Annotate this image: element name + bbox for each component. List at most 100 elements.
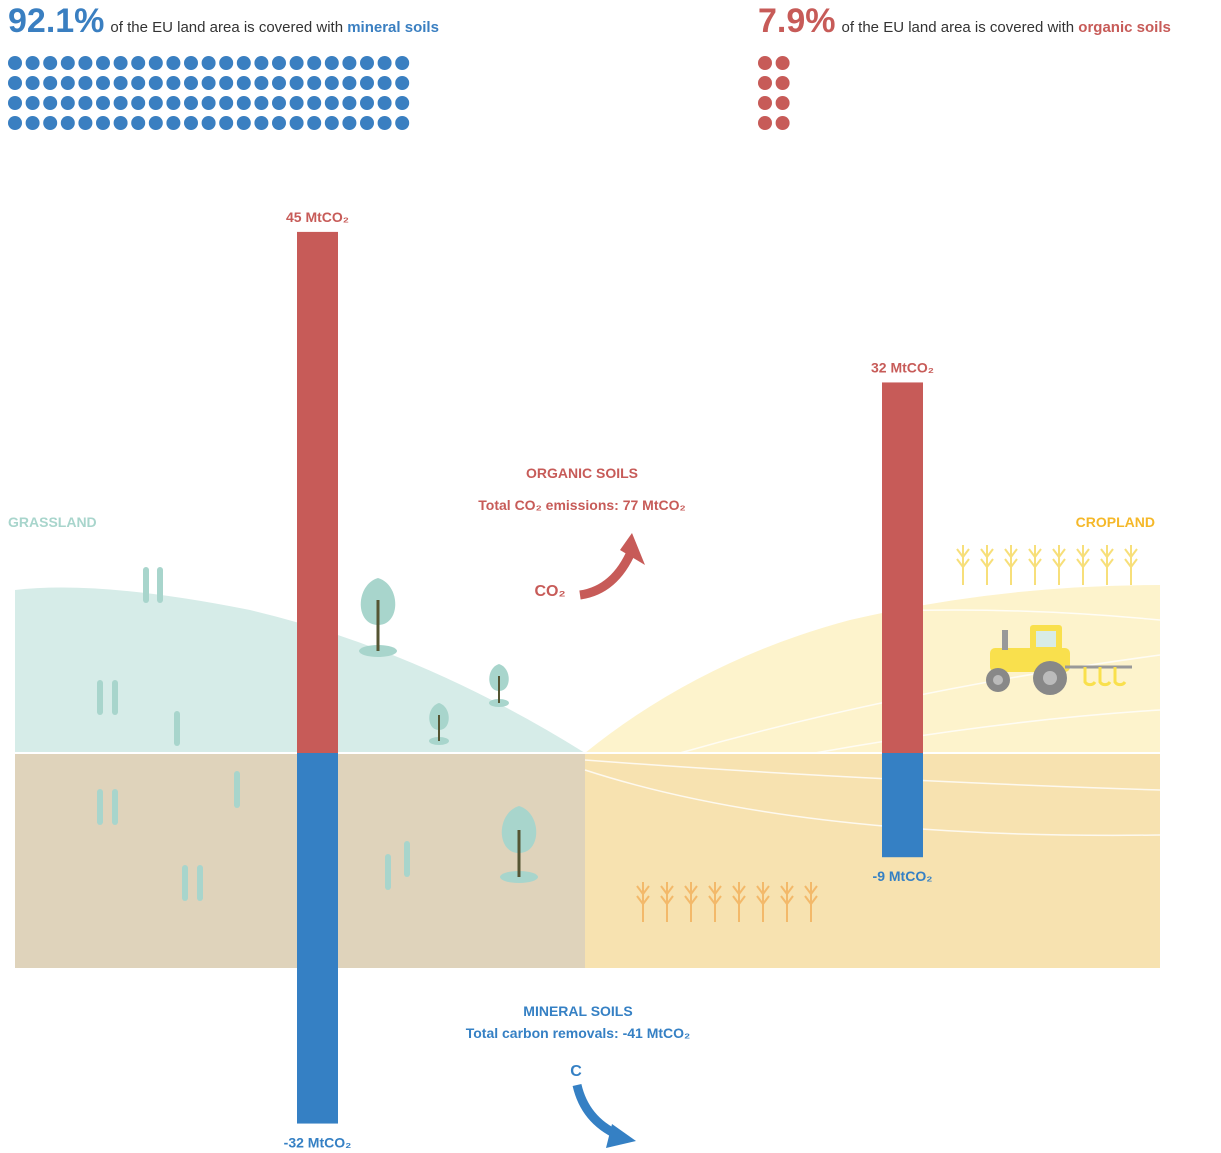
dot <box>758 56 772 70</box>
dot <box>377 56 392 70</box>
dot <box>43 116 58 130</box>
landscape <box>15 533 1161 1148</box>
wheat <box>708 882 722 922</box>
dot <box>360 76 374 90</box>
dot <box>96 116 110 130</box>
dot <box>254 56 269 70</box>
tractor <box>986 625 1132 695</box>
dot <box>775 116 790 130</box>
wheat <box>660 882 674 922</box>
dot <box>289 96 304 110</box>
dot <box>25 56 40 70</box>
mineral-text: of the EU land area is covered with <box>110 19 344 36</box>
dot <box>60 96 75 110</box>
dot <box>272 56 286 70</box>
dot <box>43 56 58 70</box>
dot <box>25 96 40 110</box>
annotation: Total carbon removals: -41 MtCO₂ <box>466 1025 691 1041</box>
dot <box>8 96 22 110</box>
wheat <box>780 882 794 922</box>
dot <box>78 76 93 90</box>
dot <box>201 56 216 70</box>
dot <box>148 96 163 110</box>
series-name: ORGANIC SOILS <box>526 465 638 481</box>
bar <box>297 753 338 1124</box>
dot <box>43 96 58 110</box>
dot <box>342 116 357 130</box>
value-label: -9 MtCO₂ <box>873 868 933 884</box>
wheat <box>1124 545 1138 585</box>
mineral-percent: 92.1% <box>8 2 105 40</box>
trees <box>359 578 538 883</box>
dot <box>148 76 163 90</box>
bar <box>297 231 338 753</box>
value-label: 32 MtCO₂ <box>871 359 934 375</box>
c-arrow-head <box>606 1124 636 1148</box>
wheat-top <box>956 545 1138 585</box>
organic-highlight: organic soils <box>1078 19 1171 36</box>
wheat <box>1100 545 1114 585</box>
dot <box>131 56 146 70</box>
wheat <box>980 545 994 585</box>
dot <box>25 76 40 90</box>
co2-arrow <box>579 548 637 600</box>
dot <box>78 96 93 110</box>
series-name: MINERAL SOILS <box>523 1003 632 1019</box>
wheat <box>1004 545 1018 585</box>
wheat <box>956 545 970 585</box>
dot <box>758 96 772 110</box>
dot <box>96 56 110 70</box>
annotation: CO₂ <box>534 583 565 600</box>
dot <box>78 56 93 70</box>
dot <box>342 56 357 70</box>
dot <box>342 96 357 110</box>
dot <box>8 76 22 90</box>
dot <box>113 56 128 70</box>
organic-text: of the EU land area is covered with <box>841 19 1075 36</box>
dot <box>60 116 75 130</box>
cropland-hill <box>585 585 1160 753</box>
wheat <box>684 882 698 922</box>
dot <box>166 56 181 70</box>
wheat <box>1028 545 1042 585</box>
dot <box>254 96 269 110</box>
dot <box>184 116 198 130</box>
dot <box>96 96 110 110</box>
bar <box>882 753 923 858</box>
wheat <box>756 882 770 922</box>
dot <box>219 116 234 130</box>
bar <box>882 382 923 753</box>
dot <box>775 76 790 90</box>
organic-percent: 7.9% <box>758 2 836 40</box>
dot <box>254 76 269 90</box>
wheat <box>1052 545 1066 585</box>
dot <box>289 116 304 130</box>
dot <box>324 96 339 110</box>
cropland-ground <box>585 753 1160 968</box>
dot <box>166 96 181 110</box>
organic-header: 7.9% of the EU land area is covered with … <box>758 2 1171 41</box>
dot <box>377 116 392 130</box>
dot <box>307 96 322 110</box>
dot <box>131 116 146 130</box>
dot <box>43 76 58 90</box>
dot <box>307 116 322 130</box>
dot <box>113 96 128 110</box>
dot <box>360 56 374 70</box>
dot <box>184 56 198 70</box>
dot <box>184 76 198 90</box>
dot <box>254 116 269 130</box>
co2-arrow-head <box>620 533 645 565</box>
dot <box>758 116 772 130</box>
category-label: CROPLAND <box>1076 514 1155 530</box>
dot <box>395 116 410 130</box>
dot <box>324 76 339 90</box>
dot <box>25 116 40 130</box>
mineral-highlight: mineral soils <box>347 19 439 36</box>
dot <box>342 76 357 90</box>
value-label: -32 MtCO₂ <box>284 1135 352 1151</box>
dot <box>8 56 22 70</box>
wheat <box>804 882 818 922</box>
annotation: Total CO₂ emissions: 77 MtCO₂ <box>478 497 685 513</box>
